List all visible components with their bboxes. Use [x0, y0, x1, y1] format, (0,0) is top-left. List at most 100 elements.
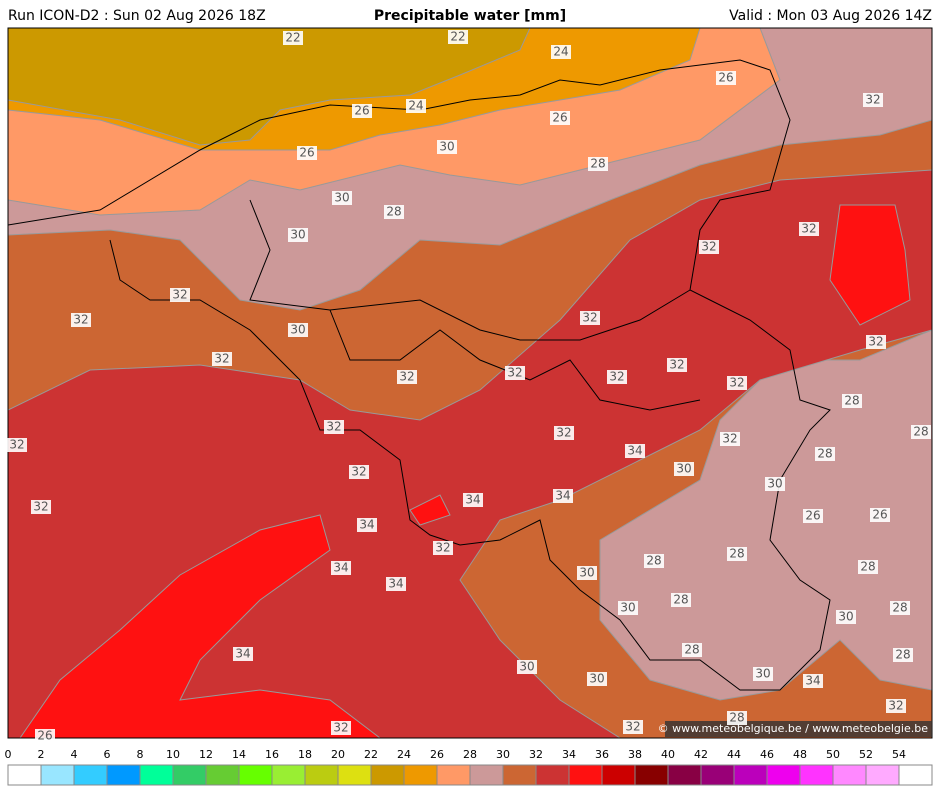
contour-label: 30 — [620, 601, 635, 615]
contour-label: 30 — [676, 462, 691, 476]
label-box — [170, 288, 190, 302]
contour-label: 32 — [326, 420, 341, 434]
label-box — [31, 500, 51, 514]
label-box — [577, 566, 597, 580]
colorbar-box — [865, 764, 900, 786]
contour-label: 30 — [334, 191, 349, 205]
contour-label: 30 — [290, 228, 305, 242]
colorbar-box — [436, 764, 471, 786]
contour-label: 28 — [860, 560, 875, 574]
colorbar-box — [304, 764, 339, 786]
label-box — [352, 104, 372, 118]
contour-label: 32 — [172, 288, 187, 302]
label-box — [893, 648, 913, 662]
label-box — [716, 71, 736, 85]
contour-label: 32 — [865, 93, 880, 107]
colorbar-tick-label: 32 — [529, 748, 543, 761]
colorbar-box — [634, 764, 669, 786]
label-box — [836, 610, 856, 624]
label-box — [553, 489, 573, 503]
colorbar-box — [898, 764, 933, 786]
colorbar-box — [502, 764, 537, 786]
label-box — [618, 601, 638, 615]
colorbar-tick-label: 20 — [331, 748, 345, 761]
label-box — [699, 240, 719, 254]
contour-label: 32 — [556, 426, 571, 440]
contour-label: 28 — [590, 157, 605, 171]
label-box — [212, 352, 232, 366]
colorbar-tick-label: 18 — [298, 748, 312, 761]
label-box — [858, 560, 878, 574]
label-box — [667, 358, 687, 372]
map-title: Precipitable water [mm] — [374, 8, 566, 24]
contour-label: 28 — [892, 601, 907, 615]
label-box — [623, 720, 643, 734]
label-box — [331, 561, 351, 575]
label-box — [283, 31, 303, 45]
contour-label: 26 — [37, 729, 52, 743]
colorbar-box — [535, 764, 570, 786]
label-box — [671, 593, 691, 607]
label-box — [720, 432, 740, 446]
colorbar-tick-label: 12 — [199, 748, 213, 761]
colorbar-box — [601, 764, 636, 786]
contour-label: 34 — [388, 577, 403, 591]
label-box — [35, 729, 55, 743]
contour-label: 34 — [235, 647, 250, 661]
colorbar-box — [403, 764, 438, 786]
label-box — [727, 711, 747, 725]
contour-labels: 22 22 24 26 32 26 24 26 30 26 28 30 28 30 32 32 32 32 30 32… — [7, 30, 931, 743]
label-box — [233, 647, 253, 661]
contour-label: 24 — [408, 99, 423, 113]
label-box — [71, 313, 91, 327]
contour-label: 28 — [844, 394, 859, 408]
colorbar-tick-label: 34 — [562, 748, 576, 761]
label-box — [397, 370, 417, 384]
colorbar-box — [766, 764, 801, 786]
contour-label: 32 — [351, 465, 366, 479]
label-box — [7, 438, 27, 452]
contour-label: 34 — [465, 493, 480, 507]
label-box — [870, 508, 890, 522]
label-box — [349, 465, 369, 479]
colorbar-box — [799, 764, 834, 786]
colorbar-tick-label: 40 — [661, 748, 675, 761]
contour-label: 32 — [868, 335, 883, 349]
colorbar-tick-label: 8 — [137, 748, 144, 761]
colorbar-tick-label: 30 — [496, 748, 510, 761]
label-box — [297, 146, 317, 160]
colorbar-box — [469, 764, 504, 786]
label-box — [799, 222, 819, 236]
contour-label: 32 — [625, 720, 640, 734]
colorbar-box — [40, 764, 75, 786]
colorbar-box — [205, 764, 240, 786]
label-box — [803, 674, 823, 688]
label-box — [588, 157, 608, 171]
contour-label: 28 — [386, 205, 401, 219]
colorbar: 0 2 4 6 8 10 12 14 16 18 20 22 24 26 28 30 32 34 36 38 40 42 4… — [5, 748, 933, 786]
valid-info: Valid : Mon 03 Aug 2026 14Z — [729, 8, 932, 24]
label-box — [803, 509, 823, 523]
contour-label: 34 — [555, 489, 570, 503]
colorbar-tick-label: 36 — [595, 748, 609, 761]
copyright: © www.meteobelgique.be / www.meteobelgie… — [658, 722, 929, 735]
label-box — [815, 447, 835, 461]
contour-label: 32 — [701, 240, 716, 254]
colorbar-tick-label: 16 — [265, 748, 279, 761]
label-box — [551, 45, 571, 59]
colorbar-tick-label: 52 — [859, 748, 873, 761]
label-box — [580, 311, 600, 325]
colorbar-tick-label: 0 — [5, 748, 12, 761]
label-box — [765, 477, 785, 491]
contour-label: 30 — [439, 140, 454, 154]
contour-label: 32 — [399, 370, 414, 384]
label-box — [727, 376, 747, 390]
contour-label: 28 — [684, 643, 699, 657]
label-box — [863, 93, 883, 107]
colorbar-box — [337, 764, 372, 786]
colorbar-tick-label: 10 — [166, 748, 180, 761]
label-box — [682, 643, 702, 657]
colorbar-tick-label: 50 — [826, 748, 840, 761]
label-box — [357, 518, 377, 532]
contour-label: 28 — [913, 425, 928, 439]
